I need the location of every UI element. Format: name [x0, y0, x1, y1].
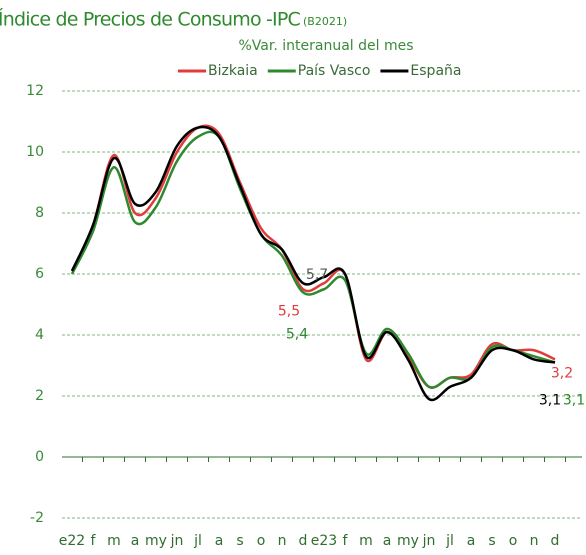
x-tick-label: a	[467, 533, 476, 549]
x-tick-label: jn	[170, 533, 184, 549]
x-tick-label: f	[343, 533, 349, 549]
data-label: 5,4	[286, 326, 308, 342]
y-tick-label: 2	[35, 388, 44, 404]
x-tick-label: o	[509, 533, 518, 549]
x-tick-label: my	[397, 533, 419, 549]
legend-label: España	[410, 63, 461, 79]
x-tick-label: o	[257, 533, 266, 549]
data-label: 5,5	[278, 303, 300, 319]
y-tick-label: 8	[35, 205, 44, 221]
x-tick-label: n	[278, 533, 287, 549]
legend-label: Bizkaia	[208, 63, 258, 79]
data-label: 3,1	[539, 392, 561, 408]
x-tick-label: my	[145, 533, 167, 549]
legend-label: País Vasco	[298, 63, 371, 79]
chart-subtitle: %Var. interanual del mes	[239, 38, 414, 54]
x-tick-label: jl	[193, 533, 202, 549]
x-tick-label: e23	[311, 533, 337, 549]
x-tick-label: d	[299, 533, 308, 549]
x-tick-label: a	[215, 533, 224, 549]
y-tick-label: 10	[26, 144, 44, 160]
y-tick-label: 0	[35, 449, 44, 465]
series-line	[70, 130, 556, 389]
x-tick-label: s	[488, 533, 495, 549]
data-label: 3,1	[563, 392, 585, 408]
title-note: (B2021)	[303, 15, 347, 28]
x-tick-label: d	[551, 533, 560, 549]
x-tick-label: jl	[445, 533, 454, 549]
x-tick-label: a	[131, 533, 140, 549]
y-tick-label: 4	[35, 327, 44, 343]
data-label: 5,7	[306, 267, 328, 283]
x-tick-label: a	[383, 533, 392, 549]
x-tick-label: m	[359, 533, 373, 549]
y-tick-label: 6	[35, 266, 44, 282]
x-tick-label: n	[530, 533, 539, 549]
x-tick-label: e22	[59, 533, 85, 549]
data-label: 3,2	[551, 365, 573, 381]
series-line	[70, 125, 556, 402]
x-tick-label: s	[236, 533, 243, 549]
x-tick-label: m	[107, 533, 121, 549]
y-tick-label: 12	[26, 83, 44, 99]
chart-title: Índice de Precios de Consumo -IPC	[0, 8, 301, 31]
y-tick-label: -2	[30, 510, 44, 526]
x-tick-label: jn	[422, 533, 436, 549]
x-tick-label: f	[91, 533, 97, 549]
series-line	[70, 124, 556, 389]
